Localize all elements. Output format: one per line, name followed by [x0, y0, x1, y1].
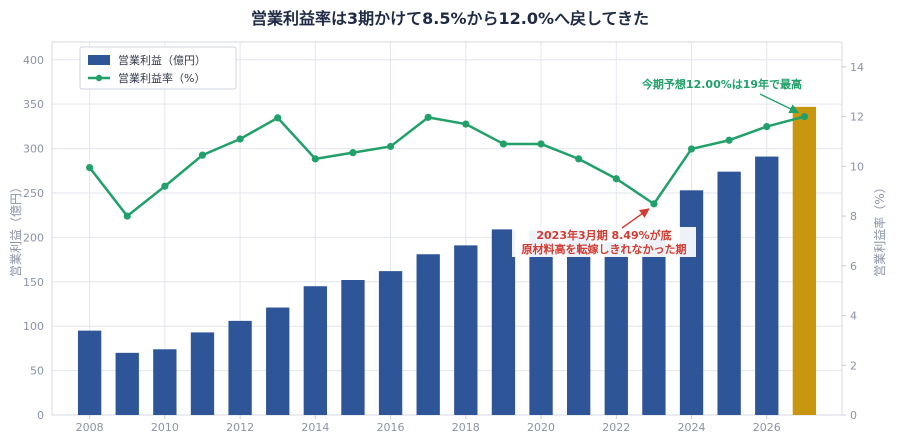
x-tick-label: 2024 [678, 421, 706, 434]
line-point [311, 155, 319, 163]
x-tick-label: 2022 [602, 421, 630, 434]
y-right-tick-label: 2 [850, 359, 857, 372]
line-layer [86, 113, 808, 220]
y-left-tick-label: 350 [23, 98, 44, 111]
y-left-tick-label: 150 [23, 276, 44, 289]
bar [642, 239, 666, 415]
y-left-tick-label: 100 [23, 320, 44, 333]
legend: 営業利益（億円） 営業利益率（%） [79, 46, 237, 90]
x-tick-label: 2016 [377, 421, 405, 434]
x-tick-label: 2012 [226, 421, 254, 434]
bar [529, 230, 553, 415]
y-right-tick-label: 6 [850, 260, 857, 273]
y-axis-left: 0 50 100 150 200 250 300 350 400 [23, 54, 44, 422]
line-point [650, 200, 658, 208]
line-point [537, 140, 545, 148]
line-point [123, 212, 131, 220]
bar [454, 245, 478, 415]
bar [190, 332, 215, 415]
y-left-tick-label: 200 [23, 231, 44, 244]
y-right-tick-label: 8 [850, 210, 857, 223]
line-point [499, 140, 508, 148]
bar [679, 190, 704, 415]
y-axis-right-title: 営業利益率（%） [872, 181, 887, 276]
y-right-tick-label: 0 [850, 409, 857, 422]
bar [717, 171, 741, 415]
bar [303, 286, 327, 415]
line-point [424, 113, 432, 121]
x-tick-label: 2018 [452, 421, 480, 434]
annotation-bottom-bg [512, 227, 696, 257]
bar [228, 320, 252, 415]
line-point [687, 145, 696, 153]
line-point [86, 163, 94, 172]
line-point [612, 175, 620, 183]
bar [77, 330, 102, 415]
x-tick-label: 2020 [527, 421, 555, 434]
y-left-tick-label: 0 [37, 409, 44, 422]
bar [416, 254, 440, 415]
x-tick-label: 2010 [151, 421, 179, 434]
line-point [725, 136, 733, 144]
y-right-tick-label: 10 [850, 160, 864, 173]
line-point [763, 122, 771, 131]
chart-title: 営業利益率は3期かけて8.5%から12.0%へ戻してきた [251, 9, 649, 28]
y-left-tick-label: 50 [30, 365, 44, 378]
bar [341, 280, 365, 415]
line-point [161, 182, 169, 190]
line-point [462, 120, 470, 128]
plot-frame [51, 41, 843, 416]
bar [755, 156, 779, 416]
line-point [386, 142, 395, 151]
y-right-tick-label: 14 [850, 61, 864, 74]
y-axis-left-title: 営業利益（億円） [9, 181, 23, 277]
x-axis: 2008 2010 2012 2014 2016 2018 2020 2022 2024 2026 [76, 415, 781, 434]
y-left-tick-label: 300 [23, 143, 44, 156]
bar-highlight [792, 106, 817, 415]
bar [491, 229, 516, 415]
legend-line-marker [95, 74, 103, 82]
bar [153, 349, 177, 415]
annotation-bottom-text-line1: 2023年3月期 8.49%が底 [536, 228, 671, 242]
line-series [88, 115, 805, 218]
legend-bar-swatch [88, 55, 110, 65]
legend-label-bar: 営業利益（億円） [118, 53, 206, 67]
bar [567, 236, 591, 415]
annotation-bottom-arrow [621, 208, 650, 229]
bar [266, 307, 290, 415]
bar [115, 352, 139, 415]
line-point [274, 114, 282, 122]
y-axis-right: 0 2 4 6 8 10 12 14 [842, 61, 864, 422]
x-tick-label: 2026 [753, 421, 781, 434]
line-point [800, 113, 808, 121]
bar [378, 271, 403, 415]
bar [604, 242, 628, 415]
bars-layer [77, 106, 817, 416]
x-tick-label: 2008 [76, 421, 104, 434]
annotation-forecast-text: 今期予想12.00%は19年で最高 [641, 77, 802, 91]
y-left-tick-label: 400 [23, 54, 44, 67]
line-point [349, 149, 357, 157]
line-point [198, 151, 207, 159]
annotation-bottom-text-line2: 原材料高を転嫁しきれなかった期 [522, 242, 687, 256]
legend-box [79, 46, 237, 90]
line-point [575, 155, 583, 163]
x-tick-label: 2014 [301, 421, 329, 434]
annotation-layer: 今期予想12.00%は19年で最高 2023年3月期 8.49%が底原材料高を転嫁… [512, 77, 802, 257]
y-right-tick-label: 4 [850, 310, 857, 323]
legend-label-line: 営業利益率（%） [118, 71, 205, 85]
annotation-forecast-arrow [759, 93, 800, 114]
y-left-tick-label: 250 [23, 187, 44, 200]
line-point [236, 135, 244, 143]
y-right-tick-label: 12 [850, 111, 864, 124]
